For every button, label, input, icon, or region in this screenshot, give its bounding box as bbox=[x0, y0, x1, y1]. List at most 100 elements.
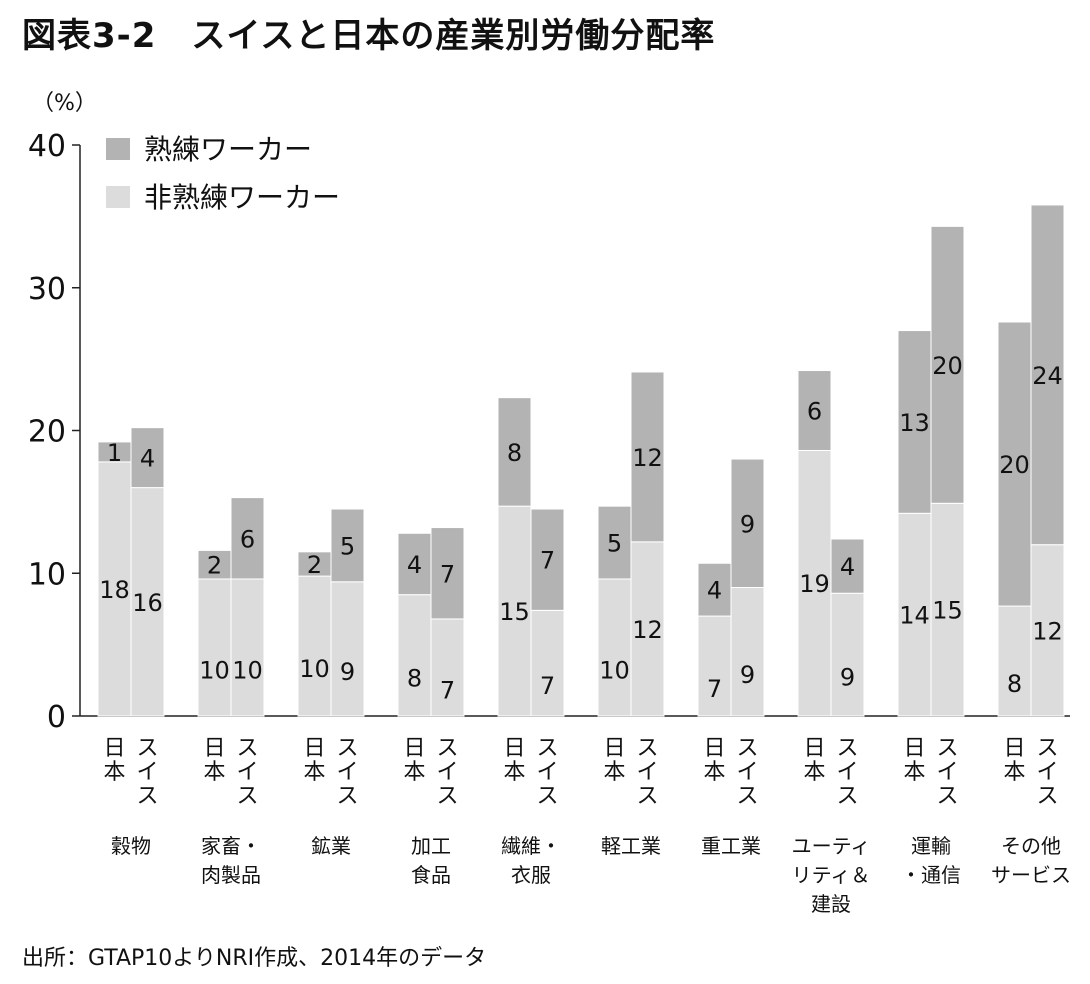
y-axis-unit-label: （%） bbox=[32, 91, 97, 116]
bar-segment-unskilled bbox=[630, 541, 665, 717]
bar-segment-skilled bbox=[930, 225, 965, 504]
legend-label: 非熟練ワーカー bbox=[144, 181, 340, 214]
bar-label-char: ス bbox=[636, 736, 658, 761]
data-label-skilled: 6 bbox=[240, 525, 255, 553]
data-label-unskilled: 12 bbox=[1032, 617, 1063, 645]
bar-label-char: ス bbox=[836, 736, 858, 761]
bar-segment-unskilled bbox=[597, 578, 632, 717]
bar-segment-unskilled bbox=[897, 512, 932, 717]
bar-segment-skilled bbox=[497, 397, 532, 507]
category-label: 肉製品 bbox=[201, 863, 261, 887]
data-label-skilled: 13 bbox=[899, 409, 930, 437]
bar-label-char: 日 bbox=[1003, 736, 1025, 761]
bar-label-char: イ bbox=[536, 760, 558, 785]
y-tick-label: 0 bbox=[47, 700, 66, 735]
data-label-unskilled: 15 bbox=[932, 597, 963, 625]
bar-label-char: 本 bbox=[803, 760, 825, 785]
bar-label-char: ス bbox=[936, 784, 958, 809]
bar-label-char: イ bbox=[936, 760, 958, 785]
bar-label-char: 日 bbox=[803, 736, 825, 761]
bar-segment-unskilled bbox=[930, 502, 965, 717]
bar-label-char: ス bbox=[236, 784, 258, 809]
bar-segment-unskilled bbox=[297, 575, 332, 717]
bar-segment-unskilled bbox=[397, 594, 432, 717]
bar-segment-unskilled bbox=[1030, 544, 1065, 717]
bar-segment-skilled bbox=[797, 370, 832, 451]
data-label-unskilled: 7 bbox=[440, 676, 455, 704]
y-tick-label: 20 bbox=[28, 415, 66, 450]
bar-label-char: ス bbox=[536, 736, 558, 761]
data-label-skilled: 2 bbox=[307, 551, 322, 579]
category-label: 衣服 bbox=[511, 863, 551, 887]
legend-swatch bbox=[106, 138, 130, 160]
data-label-skilled: 24 bbox=[1032, 362, 1063, 390]
bar-label-char: ス bbox=[536, 784, 558, 809]
category-label: リティ＆ bbox=[792, 863, 871, 887]
data-label-unskilled: 16 bbox=[132, 589, 163, 617]
data-label-unskilled: 10 bbox=[599, 656, 630, 684]
legend-swatch bbox=[106, 186, 130, 208]
bar-segment-skilled bbox=[730, 458, 765, 589]
bar-label-char: イ bbox=[636, 760, 658, 785]
category-label: 食品 bbox=[411, 863, 451, 887]
data-label-unskilled: 9 bbox=[740, 661, 755, 689]
data-label-skilled: 7 bbox=[540, 547, 555, 575]
data-label-skilled: 20 bbox=[932, 352, 963, 380]
bar-label-char: ス bbox=[336, 784, 358, 809]
bar-segment-unskilled bbox=[130, 487, 165, 717]
bar-label-char: 日 bbox=[503, 736, 525, 761]
bar-label-char: イ bbox=[336, 760, 358, 785]
bar-segment-unskilled bbox=[197, 578, 232, 717]
bar-segment-unskilled bbox=[430, 618, 465, 717]
category-label: 鉱業 bbox=[311, 834, 351, 858]
category-label: 加工 bbox=[411, 834, 451, 858]
category-label: 重工業 bbox=[701, 834, 761, 858]
legend-label: 熟練ワーカー bbox=[144, 133, 312, 166]
data-label-unskilled: 9 bbox=[340, 658, 355, 686]
data-label-unskilled: 10 bbox=[199, 656, 230, 684]
data-label-skilled: 6 bbox=[807, 398, 822, 426]
bar-label-char: ス bbox=[936, 736, 958, 761]
data-label-skilled: 9 bbox=[740, 510, 755, 538]
bar-segment-skilled bbox=[197, 549, 232, 580]
data-label-unskilled: 9 bbox=[840, 664, 855, 692]
data-label-skilled: 5 bbox=[340, 532, 355, 560]
bar-label-char: イ bbox=[836, 760, 858, 785]
data-label-unskilled: 10 bbox=[299, 655, 330, 683]
bar-label-char: ス bbox=[636, 784, 658, 809]
data-label-skilled: 4 bbox=[707, 577, 722, 605]
category-label: 建設 bbox=[811, 892, 851, 916]
bar-label-char: 本 bbox=[703, 760, 725, 785]
bar-label-char: ス bbox=[136, 784, 158, 809]
data-label-skilled: 5 bbox=[607, 530, 622, 558]
bar-label-char: 本 bbox=[903, 760, 925, 785]
bar-label-char: イ bbox=[436, 760, 458, 785]
y-tick-label: 10 bbox=[28, 557, 66, 592]
bar-segment-skilled bbox=[130, 427, 165, 489]
bar-label-char: 本 bbox=[303, 760, 325, 785]
bar-label-char: 日 bbox=[403, 736, 425, 761]
bar-segment-unskilled bbox=[997, 605, 1032, 717]
bar-label-char: 本 bbox=[1003, 760, 1025, 785]
bar-label-char: 日 bbox=[703, 736, 725, 761]
bar-label-char: ス bbox=[436, 736, 458, 761]
y-tick-label: 40 bbox=[28, 129, 66, 164]
source-note: 出所：GTAP10よりNRI作成、2014年のデータ bbox=[22, 946, 487, 971]
data-label-skilled: 1 bbox=[107, 439, 122, 467]
bar-segment-unskilled bbox=[530, 609, 565, 717]
category-label: その他 bbox=[1001, 834, 1061, 858]
bar-segment-skilled bbox=[997, 321, 1032, 607]
bar-label-char: 本 bbox=[203, 760, 225, 785]
bar-segment-skilled bbox=[230, 497, 265, 580]
data-label-skilled: 4 bbox=[140, 445, 155, 473]
category-label: サービス bbox=[991, 863, 1071, 887]
bar-label-char: イ bbox=[236, 760, 258, 785]
y-tick-label: 30 bbox=[28, 272, 66, 307]
bar-label-char: ス bbox=[436, 784, 458, 809]
bar-segment-unskilled bbox=[830, 592, 865, 717]
bar-label-char: ス bbox=[736, 736, 758, 761]
category-label: 繊維・ bbox=[501, 834, 561, 858]
data-label-skilled: 4 bbox=[840, 553, 855, 581]
data-label-unskilled: 14 bbox=[899, 602, 930, 630]
bar-label-char: ス bbox=[136, 736, 158, 761]
